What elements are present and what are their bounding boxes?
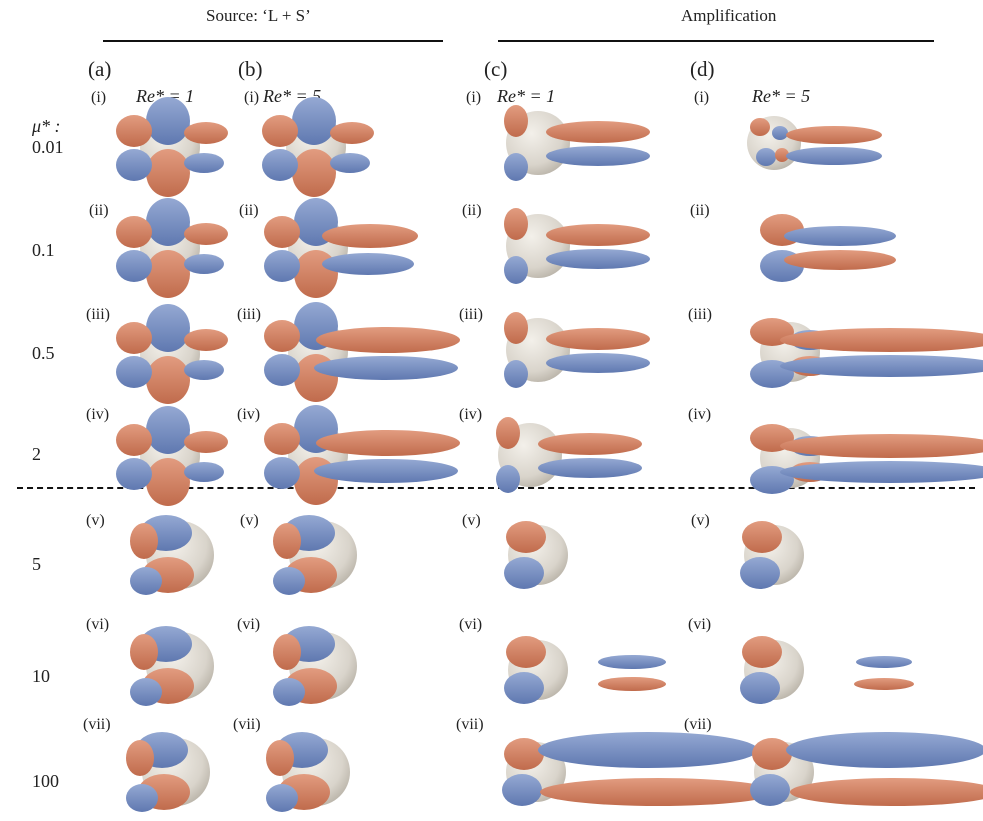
mu-value-row-6: 10 bbox=[32, 666, 50, 686]
panel-label-d-vii: (vii) bbox=[684, 716, 712, 733]
panel-label-c-iii: (iii) bbox=[459, 306, 483, 323]
panel-label-d-i: (i) bbox=[694, 89, 710, 106]
panel-label-b-i: (i) bbox=[244, 89, 260, 106]
panel-label-b-iv: (iv) bbox=[237, 406, 261, 423]
column-label-c: (c) bbox=[484, 57, 508, 81]
mu-value-row-4: 2 bbox=[32, 444, 41, 464]
re-label-c: Re* = 1 bbox=[497, 86, 556, 106]
panel-label-b-v: (v) bbox=[240, 512, 259, 529]
panel-label-c-vi: (vi) bbox=[459, 616, 483, 633]
panel-label-a-i: (i) bbox=[91, 89, 107, 106]
panel-label-d-v: (v) bbox=[691, 512, 710, 529]
header-source-rule bbox=[103, 40, 443, 42]
panel-label-a-iii: (iii) bbox=[86, 306, 110, 323]
header-amplification-rule bbox=[498, 40, 934, 42]
mu-axis-label: μ* : bbox=[32, 116, 61, 136]
panel-label-a-iv: (iv) bbox=[86, 406, 110, 423]
panel-label-c-vii: (vii) bbox=[456, 716, 484, 733]
panel-label-a-vi: (vi) bbox=[86, 616, 110, 633]
panel-label-d-ii: (ii) bbox=[690, 202, 710, 219]
panel-label-b-vii: (vii) bbox=[233, 716, 261, 733]
header-amplification: Amplification bbox=[681, 6, 777, 25]
header-source: Source: ‘L + S’ bbox=[206, 6, 311, 25]
re-label-d: Re* = 5 bbox=[752, 86, 811, 106]
mu-value-row-1: 0.01 bbox=[32, 137, 64, 157]
panel-label-a-v: (v) bbox=[86, 512, 105, 529]
panel-label-d-iv: (iv) bbox=[688, 406, 712, 423]
panel-label-b-ii: (ii) bbox=[239, 202, 259, 219]
panel-label-c-iv: (iv) bbox=[459, 406, 483, 423]
mu-value-row-3: 0.5 bbox=[32, 343, 55, 363]
panel-label-b-iii: (iii) bbox=[237, 306, 261, 323]
panel-label-c-i: (i) bbox=[466, 89, 482, 106]
panel-label-a-ii: (ii) bbox=[89, 202, 109, 219]
panel-label-d-vi: (vi) bbox=[688, 616, 712, 633]
panel-label-c-ii: (ii) bbox=[462, 202, 482, 219]
panel-label-c-v: (v) bbox=[462, 512, 481, 529]
mu-value-row-7: 100 bbox=[32, 771, 59, 791]
column-label-a: (a) bbox=[88, 57, 112, 81]
panel-label-b-vi: (vi) bbox=[237, 616, 261, 633]
panel-label-a-vii: (vii) bbox=[83, 716, 111, 733]
panel-label-d-iii: (iii) bbox=[688, 306, 712, 323]
mu-value-row-2: 0.1 bbox=[32, 240, 55, 260]
mu-value-row-5: 5 bbox=[32, 554, 41, 574]
column-label-d: (d) bbox=[690, 57, 715, 81]
regime-separator-dashed-line bbox=[17, 487, 975, 489]
column-label-b: (b) bbox=[238, 57, 263, 81]
